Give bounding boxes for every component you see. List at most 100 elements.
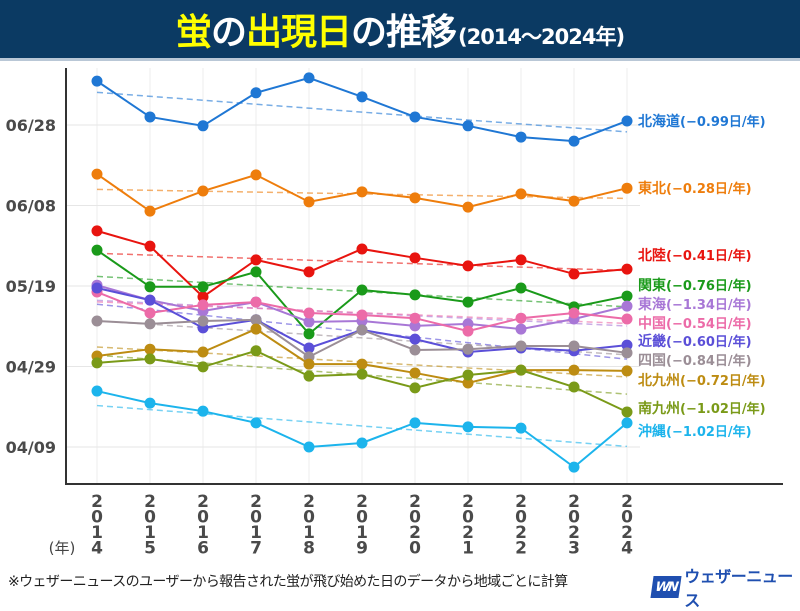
series-9 xyxy=(91,345,633,418)
data-point xyxy=(250,417,262,429)
data-point xyxy=(515,312,527,324)
series-label: 東北(−0.28日/年) xyxy=(638,180,752,197)
data-point xyxy=(144,111,156,123)
data-point xyxy=(197,315,209,327)
x-tick-digit: 0 xyxy=(515,508,527,528)
data-point xyxy=(568,307,580,319)
series-label: 東海(−1.34日/年) xyxy=(638,296,752,313)
data-point xyxy=(568,135,580,147)
data-point xyxy=(91,168,103,180)
x-axis-label: (年) xyxy=(49,539,76,557)
x-tick-digit: 9 xyxy=(356,539,368,559)
x-tick-digit: 2 xyxy=(621,492,633,512)
x-tick-digit: 1 xyxy=(91,523,103,543)
data-point xyxy=(250,345,262,357)
data-point xyxy=(303,196,315,208)
data-point xyxy=(91,357,103,369)
data-point xyxy=(91,315,103,327)
data-point xyxy=(409,344,421,356)
x-tick-digit: 0 xyxy=(568,508,580,528)
data-point xyxy=(462,201,474,213)
line-chart: 04/09 04/29 05/19 06/08 06/28 北海道(−0.99日/年) 東… xyxy=(6,68,783,559)
x-tick-digit: 6 xyxy=(197,539,209,559)
data-point xyxy=(144,318,156,330)
x-tick-digit: 2 xyxy=(250,492,262,512)
x-tick-digit: 2 xyxy=(515,492,527,512)
data-point xyxy=(356,243,368,255)
data-point xyxy=(91,244,103,256)
data-point xyxy=(409,312,421,324)
series-name: 北九州 xyxy=(638,373,680,389)
x-tick-digit: 0 xyxy=(144,508,156,528)
data-point xyxy=(621,406,633,418)
data-point xyxy=(515,364,527,376)
series-trend-rate: (−0.99日/年) xyxy=(680,114,766,130)
title-no: の xyxy=(210,12,247,53)
series-label: 沖縄(−1.02日/年) xyxy=(638,423,752,440)
series-name: 沖縄 xyxy=(638,423,666,440)
data-point xyxy=(462,343,474,355)
data-point xyxy=(144,281,156,293)
data-point xyxy=(144,205,156,217)
x-tick-digit: 2 xyxy=(409,492,421,512)
series-trend-rate: (−1.02日/年) xyxy=(666,424,752,440)
data-point xyxy=(409,192,421,204)
series-trend-rate: (−0.41日/年) xyxy=(666,248,752,264)
title-appearance-date: 出現日 xyxy=(245,12,352,53)
data-point xyxy=(409,382,421,394)
data-point xyxy=(409,417,421,429)
series-1 xyxy=(91,168,633,217)
series-label: 北海道(−0.99日/年) xyxy=(638,113,766,130)
data-point xyxy=(144,397,156,409)
x-tick-digit: 0 xyxy=(91,508,103,528)
series-trend-rate: (−0.84日/年) xyxy=(666,353,752,369)
title-trend: の推移 xyxy=(350,12,457,53)
x-tick-digit: 2 xyxy=(462,492,474,512)
data-point xyxy=(568,381,580,393)
weathernews-logo: WN ウェザーニュース xyxy=(650,563,800,611)
x-tick-digit: 0 xyxy=(250,508,262,528)
data-point xyxy=(462,421,474,433)
x-tick-digit: 8 xyxy=(303,539,315,559)
data-point xyxy=(462,369,474,381)
x-tick-digit: 2 xyxy=(409,523,421,543)
data-point xyxy=(197,361,209,373)
data-point xyxy=(356,91,368,103)
gridlines xyxy=(66,68,640,484)
x-tick-digit: 2 xyxy=(462,523,474,543)
data-point xyxy=(515,323,527,335)
y-tick-label: 04/09 xyxy=(6,438,56,457)
series-trend-rate: (−1.34日/年) xyxy=(666,297,752,313)
data-point xyxy=(303,370,315,382)
data-point xyxy=(250,296,262,308)
data-point xyxy=(409,111,421,123)
data-point xyxy=(144,240,156,252)
series-name: 関東 xyxy=(638,277,666,294)
data-point xyxy=(144,343,156,355)
series-trend-rate: (−0.28日/年) xyxy=(666,181,752,197)
series-label: 北九州(−0.72日/年) xyxy=(638,373,766,389)
series-name: 中国 xyxy=(638,315,666,332)
data-point xyxy=(197,405,209,417)
data-point xyxy=(621,300,633,312)
data-point xyxy=(197,291,209,303)
x-tick-digit: 5 xyxy=(144,539,156,559)
series-label: 南九州(−1.02日/年) xyxy=(638,400,766,417)
data-point xyxy=(250,314,262,326)
x-tick-digit: 2 xyxy=(197,492,209,512)
series-label: 関東(−0.76日/年) xyxy=(638,277,752,294)
x-tick-digit: 4 xyxy=(621,539,633,559)
data-point xyxy=(197,299,209,311)
data-point xyxy=(462,120,474,132)
y-tick-label: 06/28 xyxy=(6,116,56,135)
data-point xyxy=(356,186,368,198)
data-point xyxy=(621,347,633,359)
x-tick-digit: 1 xyxy=(250,523,262,543)
x-tick-digit: 1 xyxy=(144,523,156,543)
trend-line xyxy=(96,252,628,272)
series-trend-rate: (−1.02日/年) xyxy=(680,401,766,417)
